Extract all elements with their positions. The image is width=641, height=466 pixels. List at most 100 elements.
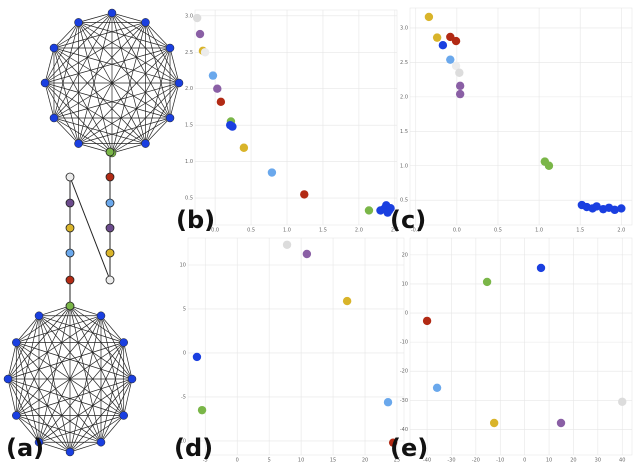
point: [192, 13, 202, 23]
node: [40, 78, 50, 88]
x-tick-label: 10: [298, 458, 304, 464]
node: [119, 411, 128, 420]
node: [12, 338, 21, 347]
x-tick-label: 1.5: [576, 228, 584, 234]
node: [105, 223, 115, 233]
y-tick-label: 2.5: [185, 50, 193, 56]
x-tick-label: -40: [423, 458, 431, 464]
x-tick-label: 25: [394, 458, 400, 464]
point: [282, 240, 292, 249]
edge: [100, 415, 124, 443]
x-tick-label: -5: [203, 458, 208, 464]
edge: [78, 22, 171, 49]
point: [422, 316, 432, 326]
y-tick-label: 2.5: [400, 60, 408, 66]
point: [424, 12, 434, 22]
point: [432, 383, 442, 393]
edge: [16, 415, 40, 443]
x-tick-label: 0: [523, 458, 526, 464]
x-tick-label: 10: [546, 458, 552, 464]
x-tick-label: 0.0: [211, 228, 219, 234]
edge: [38, 315, 102, 443]
node: [165, 43, 175, 53]
x-tick-label: 2.0: [617, 228, 625, 234]
edge: [38, 315, 133, 380]
edge: [38, 342, 124, 443]
edge: [69, 305, 102, 443]
edge: [15, 315, 40, 416]
point: [195, 29, 205, 39]
edge: [44, 82, 79, 144]
y-tick-label: 5: [183, 306, 186, 312]
point: [482, 277, 492, 287]
plot-area: [409, 237, 633, 456]
point: [197, 405, 207, 415]
edge: [169, 82, 180, 119]
panel-label: (a): [6, 434, 44, 462]
edge: [38, 315, 71, 453]
node: [105, 172, 115, 182]
edge: [16, 378, 133, 416]
edge: [7, 342, 124, 380]
y-tick-label: 2.0: [185, 86, 193, 92]
x-tick-label: 30: [595, 458, 601, 464]
point: [489, 418, 499, 428]
edge: [69, 315, 102, 453]
node: [65, 198, 75, 208]
y-tick-label: 0: [183, 350, 186, 356]
edge: [53, 47, 146, 144]
edge: [111, 12, 146, 23]
point: [451, 61, 461, 71]
panel-label: (e): [390, 434, 428, 462]
edge: [16, 315, 102, 416]
y-tick-label: -20: [400, 369, 408, 375]
y-tick-label: -10: [400, 340, 408, 346]
point: [300, 190, 309, 199]
y-tick-label: -10: [178, 438, 186, 444]
edge: [7, 378, 102, 443]
edge: [44, 22, 79, 84]
node: [12, 411, 21, 420]
point: [239, 143, 249, 152]
node: [174, 78, 184, 88]
y-tick-label: 3.0: [400, 25, 408, 31]
edge: [100, 315, 124, 343]
node: [3, 374, 13, 384]
point: [544, 161, 554, 170]
edge: [111, 143, 146, 154]
plot-area: [187, 237, 405, 456]
node: [96, 437, 106, 447]
edge: [44, 82, 55, 119]
y-tick-label: 1.5: [185, 123, 193, 129]
edge: [44, 82, 146, 144]
edge: [78, 22, 113, 154]
node: [65, 172, 75, 182]
node: [49, 113, 59, 123]
y-tick-label: 0.5: [400, 198, 408, 204]
point: [455, 81, 465, 91]
point: [438, 41, 448, 50]
edge: [78, 12, 113, 144]
node: [65, 447, 75, 457]
edge: [53, 22, 79, 49]
point: [446, 55, 455, 64]
edge: [53, 117, 79, 144]
edge: [7, 378, 124, 416]
x-tick-label: 0.0: [453, 228, 461, 234]
y-tick-label: 0: [405, 311, 408, 317]
edge: [145, 117, 171, 144]
node: [34, 311, 44, 321]
point: [342, 296, 352, 306]
y-tick-label: 1.5: [400, 129, 408, 135]
edge: [38, 315, 124, 416]
x-tick-label: -20: [472, 458, 480, 464]
edge: [53, 47, 79, 144]
node: [65, 223, 75, 233]
edge: [7, 342, 17, 380]
y-tick-label: 0.5: [185, 196, 193, 202]
panel-label: (c): [390, 206, 426, 234]
node: [65, 248, 75, 258]
x-tick-label: 2.5: [391, 228, 399, 234]
x-tick-label: -10: [496, 458, 504, 464]
point: [226, 120, 235, 130]
